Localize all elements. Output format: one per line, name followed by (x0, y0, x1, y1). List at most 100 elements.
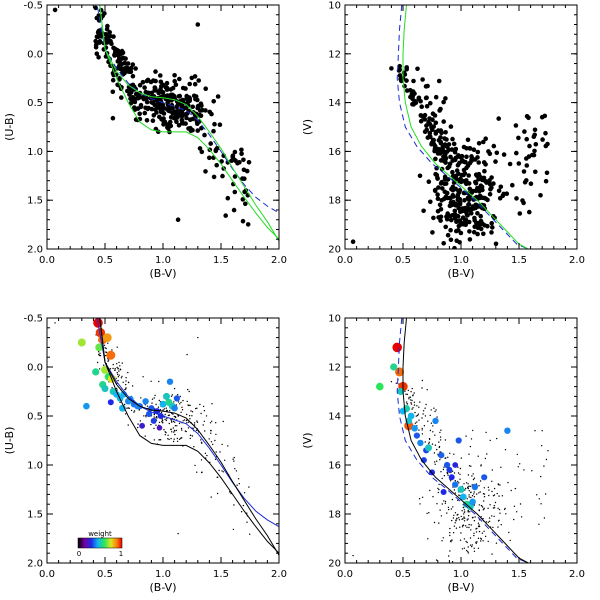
data-point (470, 438, 473, 440)
data-point (471, 147, 477, 152)
data-point (441, 99, 446, 105)
data-point (429, 429, 432, 432)
series-isochrone-green (402, 5, 529, 249)
data-point (469, 485, 472, 487)
data-point (449, 550, 451, 552)
data-point (184, 115, 189, 121)
data-point (185, 430, 187, 433)
data-point (173, 401, 175, 403)
data-point (118, 61, 124, 67)
data-point (196, 407, 198, 409)
data-point (457, 472, 460, 474)
data-point (457, 188, 463, 193)
data-point (536, 494, 538, 496)
data-point (196, 420, 198, 422)
data-point (163, 429, 165, 431)
data-point (492, 507, 495, 509)
data-point (434, 165, 439, 171)
data-point (428, 199, 433, 205)
y-tick-label: 0.0 (27, 363, 43, 374)
data-point (422, 413, 424, 415)
data-point (424, 104, 430, 109)
data-point (207, 109, 212, 115)
data-point (451, 498, 454, 501)
data-point (440, 186, 445, 191)
data-point (200, 439, 202, 441)
data-point (501, 495, 504, 497)
data-point (172, 73, 177, 78)
data-point (516, 511, 518, 513)
data-point (443, 96, 448, 101)
data-point (427, 420, 429, 422)
data-point (246, 160, 252, 165)
data-point (438, 139, 444, 145)
data-point (197, 336, 199, 339)
data-point (521, 169, 527, 174)
data-point (177, 415, 179, 417)
data-point (414, 422, 417, 424)
data-point (119, 365, 121, 367)
weighted-point (404, 421, 414, 431)
data-point (118, 370, 120, 372)
y-tick-label: 10 (328, 314, 341, 325)
data-point (439, 439, 442, 441)
data-point (172, 78, 177, 84)
data-point (202, 132, 207, 138)
data-point (138, 104, 144, 110)
data-point (204, 430, 206, 432)
data-point (240, 176, 245, 181)
data-point (455, 192, 461, 198)
data-point (478, 218, 484, 224)
data-point (477, 525, 480, 528)
data-point (219, 451, 221, 453)
data-point (133, 410, 136, 412)
data-point (432, 431, 434, 433)
data-point (436, 185, 441, 190)
data-point (121, 375, 123, 378)
data-point (472, 429, 474, 432)
data-point (453, 514, 455, 517)
chart-ccd-ub-top: 0.0 0.5 1.0 1.5 2.0 -0.5 0.0 0.5 1.0 1.5 2.0 (B-V) (… (3, 1, 287, 281)
data-point (224, 459, 226, 461)
data-point (444, 216, 450, 222)
data-point (223, 213, 228, 218)
data-point (153, 439, 155, 441)
x-axis-label: (B-V) (150, 581, 177, 594)
data-point (455, 527, 458, 529)
data-point (418, 98, 423, 104)
data-point (154, 394, 156, 397)
data-point (433, 407, 435, 409)
data-point (514, 196, 519, 201)
data-point (480, 177, 485, 183)
data-point (236, 484, 238, 486)
data-point (160, 82, 166, 88)
data-point (232, 528, 235, 531)
y-axis-label: (U-B) (3, 427, 16, 455)
data-point (221, 443, 223, 446)
data-point (524, 163, 530, 168)
data-point (483, 496, 486, 498)
data-point (139, 420, 142, 422)
data-point (478, 524, 480, 526)
data-point (96, 55, 101, 60)
data-point (131, 385, 134, 387)
data-point (158, 421, 161, 424)
data-point (450, 188, 456, 193)
chart-cmd-v-top: 0.0 0.5 1.0 1.5 2.0 10 12 14 16 18 20 (B-V) (V) (301, 1, 585, 281)
series-stars (52, 5, 252, 227)
data-point (417, 173, 423, 179)
data-point (457, 160, 462, 166)
data-point (469, 544, 472, 546)
data-point (453, 155, 459, 161)
data-point (107, 359, 110, 361)
data-point (180, 411, 182, 413)
data-point (404, 67, 410, 72)
data-point (164, 431, 166, 433)
data-point (171, 394, 174, 396)
data-point (430, 422, 433, 424)
data-point (119, 95, 124, 100)
data-point (410, 96, 415, 102)
weighted-point (413, 432, 420, 439)
data-point (482, 493, 485, 495)
data-point (170, 93, 175, 99)
